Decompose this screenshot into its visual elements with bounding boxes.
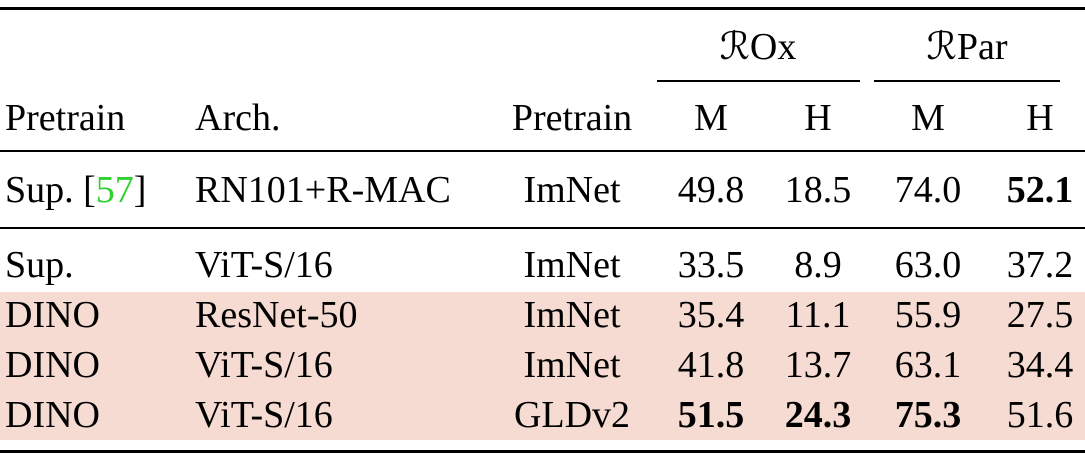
cell: DINO — [5, 294, 100, 336]
cell: 8.9 — [794, 244, 842, 286]
top-rule — [0, 7, 1085, 10]
group-header: ℛPar — [926, 26, 1008, 68]
cell: 41.8 — [677, 344, 745, 386]
group-rule — [657, 80, 860, 82]
column-header: H — [804, 97, 832, 139]
mid-rule — [0, 227, 1085, 229]
cell: ViT-S/16 — [195, 244, 333, 286]
cell: Sup. — [5, 244, 74, 286]
cell: ResNet-50 — [195, 294, 358, 336]
cell: 74.0 — [894, 169, 962, 211]
cell: 49.8 — [677, 169, 745, 211]
cell: 27.5 — [1006, 294, 1074, 336]
column-header: Arch. — [195, 97, 281, 139]
cell: 34.4 — [1006, 344, 1074, 386]
cell: 51.5 — [677, 394, 745, 436]
cell: 18.5 — [784, 169, 852, 211]
column-header: Pretrain — [5, 97, 126, 139]
cell: 75.3 — [894, 394, 962, 436]
cell: ImNet — [523, 294, 621, 336]
cell: ViT-S/16 — [195, 394, 333, 436]
cell: ImNet — [523, 344, 621, 386]
cell: ViT-S/16 — [195, 344, 333, 386]
cell: 55.9 — [894, 294, 962, 336]
column-header: Pretrain — [511, 97, 633, 139]
citation: 57 — [95, 169, 134, 211]
bottom-rule — [0, 450, 1085, 453]
cell: DINO — [5, 394, 100, 436]
cell: 52.1 — [1006, 169, 1074, 211]
cell: 63.1 — [894, 344, 962, 386]
cell: 24.3 — [784, 394, 852, 436]
column-header: M — [911, 97, 945, 139]
column-header: H — [1026, 97, 1054, 139]
cell: 11.1 — [785, 294, 851, 336]
cell: DINO — [5, 344, 100, 386]
cell-text: Sup. [ — [5, 169, 96, 211]
group-rule — [874, 80, 1060, 82]
cell: 13.7 — [784, 344, 852, 386]
row-highlight — [0, 390, 1085, 440]
row-highlight — [0, 341, 1085, 390]
cell: ImNet — [523, 169, 621, 211]
cell: 51.6 — [1006, 394, 1074, 436]
cell: RN101+R-MAC — [195, 169, 451, 211]
header-rule — [0, 150, 1085, 152]
cell: 35.4 — [677, 294, 745, 336]
column-header: M — [694, 97, 728, 139]
group-header: ℛOx — [719, 26, 797, 68]
cell-text: ] — [133, 169, 147, 211]
cell: 37.2 — [1006, 244, 1074, 286]
cell: 63.0 — [894, 244, 962, 286]
cell: Sup. [57] — [5, 171, 146, 209]
row-highlight — [0, 292, 1085, 341]
cell: 33.5 — [677, 244, 745, 286]
cell: GLDv2 — [513, 394, 631, 436]
cell: ImNet — [523, 244, 621, 286]
